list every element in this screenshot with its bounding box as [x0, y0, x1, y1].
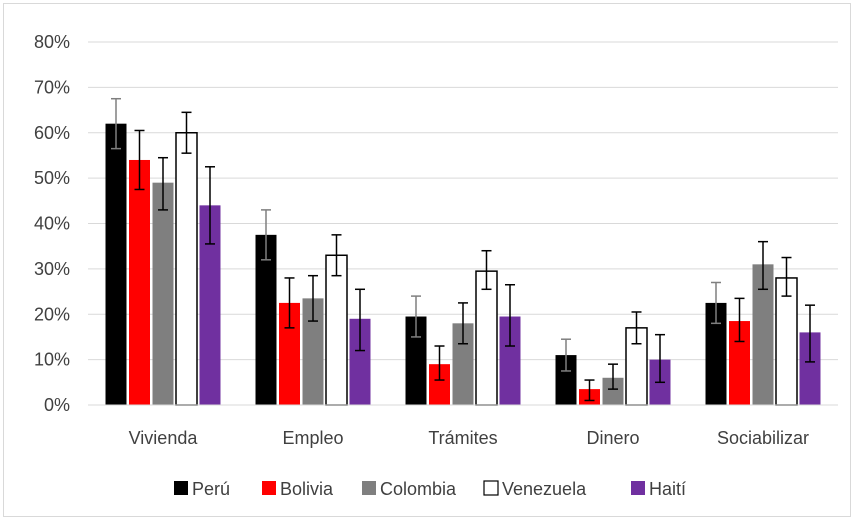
error-bar [158, 156, 168, 211]
legend-item-bolivia: Bolivia [262, 479, 334, 499]
error-bar [261, 209, 271, 261]
bar-series [105, 123, 821, 406]
error-bar [481, 249, 492, 291]
legend-swatch [174, 481, 188, 495]
bar-venezuela-0 [175, 132, 198, 406]
bar-haití-1 [349, 318, 371, 405]
bar-venezuela-2 [475, 270, 498, 406]
legend: Perú Bolivia Colombia Venezuela Haití [174, 479, 686, 499]
legend-swatch [362, 481, 376, 495]
error-bar [655, 333, 665, 384]
bar-colombia-1 [302, 298, 324, 405]
x-tick-label: Sociabilizar [717, 428, 809, 448]
x-tick-label: Empleo [282, 428, 343, 448]
error-bar [734, 297, 745, 343]
error-bar [631, 311, 642, 345]
error-bar [505, 284, 515, 347]
y-axis-ticks: 0% 10% 20% 30% 40% 50% 60% 70% 80% [34, 32, 70, 415]
bar-venezuela-1 [325, 254, 348, 406]
legend-item-colombia: Colombia [362, 479, 457, 499]
bar-bolivia-4 [729, 321, 750, 405]
error-bars [111, 97, 815, 402]
y-tick-label: 30% [34, 259, 70, 279]
error-bar [758, 240, 768, 291]
x-tick-label: Vivienda [129, 428, 199, 448]
bar-venezuela-4 [775, 277, 798, 406]
error-bar [411, 295, 421, 338]
legend-item-venezuela: Venezuela [483, 479, 587, 499]
error-bar [805, 304, 815, 363]
error-bar [111, 97, 121, 150]
y-tick-label: 10% [34, 350, 70, 370]
bar-perú-4 [705, 302, 727, 405]
error-bar [711, 281, 721, 325]
error-bar [181, 111, 192, 154]
error-bar [584, 379, 595, 402]
error-bar [608, 363, 618, 390]
x-tick-label: Trámites [428, 428, 497, 448]
y-tick-label: 40% [34, 214, 70, 234]
error-bar [308, 274, 318, 322]
legend-label: Colombia [380, 479, 457, 499]
bar-haití-0 [199, 205, 221, 405]
error-bar [458, 302, 468, 345]
x-axis-ticks: Vivienda Empleo Trámites Dinero Sociabilizar [129, 428, 809, 448]
bar-perú-2 [405, 316, 427, 405]
bar-bolivia-2 [429, 364, 450, 405]
legend-swatch [262, 481, 276, 495]
legend-label: Bolivia [280, 479, 334, 499]
error-bar [284, 277, 295, 329]
bar-colombia-4 [752, 264, 774, 405]
y-tick-label: 80% [34, 32, 70, 52]
error-bar [561, 338, 571, 372]
legend-swatch [483, 480, 499, 496]
bar-haití-2 [499, 316, 521, 405]
y-tick-label: 70% [34, 77, 70, 97]
bar-perú-0 [105, 123, 127, 406]
x-tick-label: Dinero [586, 428, 639, 448]
error-bar [205, 166, 215, 245]
bar-haití-4 [799, 332, 821, 405]
legend-label: Haití [649, 479, 686, 499]
y-tick-label: 20% [34, 304, 70, 324]
legend-swatch [631, 481, 645, 495]
error-bar [434, 345, 445, 381]
bar-bolivia-0 [129, 159, 150, 405]
bar-perú-3 [555, 355, 577, 405]
bar-colombia-3 [602, 377, 624, 405]
y-tick-label: 50% [34, 168, 70, 188]
error-bar [331, 234, 342, 277]
y-tick-label: 60% [34, 123, 70, 143]
error-bar [781, 256, 792, 297]
error-bar [134, 129, 145, 191]
legend-label: Venezuela [502, 479, 587, 499]
bar-colombia-2 [452, 323, 474, 405]
bar-perú-1 [255, 234, 277, 405]
legend-item-perú: Perú [174, 479, 230, 499]
legend-item-haití: Haití [631, 479, 686, 499]
error-bar [355, 288, 365, 352]
bar-bolivia-1 [279, 302, 300, 405]
y-tick-label: 0% [44, 395, 70, 415]
bar-colombia-0 [152, 182, 174, 405]
legend-label: Perú [192, 479, 230, 499]
